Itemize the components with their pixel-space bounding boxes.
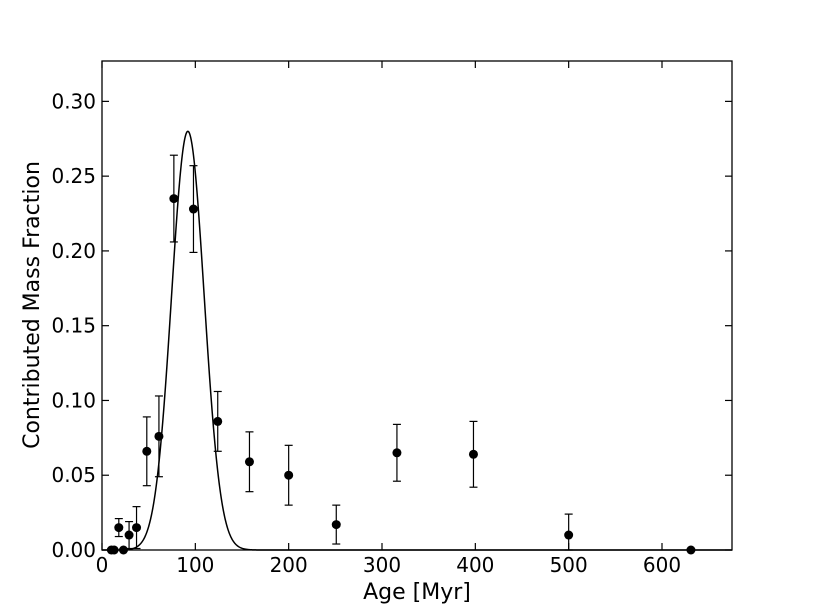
- data-point-16: [564, 530, 574, 540]
- data-point-14: [392, 448, 402, 458]
- data-point-2: [114, 523, 124, 533]
- y-tick-label-1: 0.05: [51, 463, 96, 487]
- y-tick-label-4: 0.20: [51, 239, 96, 263]
- y-tick-label-6: 0.30: [51, 89, 96, 113]
- data-point-13: [331, 520, 341, 530]
- x-tick-label-1: 100: [176, 553, 214, 577]
- y-tick-label-5: 0.25: [51, 164, 96, 188]
- x-tick-label-4: 400: [456, 553, 494, 577]
- y-tick-label-2: 0.10: [51, 388, 96, 412]
- x-tick-label-3: 300: [363, 553, 401, 577]
- data-point-7: [154, 431, 164, 441]
- y-tick-label-3: 0.15: [51, 314, 96, 338]
- data-point-15: [468, 449, 478, 459]
- x-tick-label-5: 500: [550, 553, 588, 577]
- data-point-9: [188, 204, 198, 214]
- data-point-6: [142, 446, 152, 456]
- y-tick-label-0: 0.00: [51, 538, 96, 562]
- plot-frame: [101, 60, 733, 551]
- x-axis-label: Age [Myr]: [363, 580, 471, 605]
- x-tick-label-2: 200: [270, 553, 308, 577]
- x-tick-label-0: 0: [96, 553, 109, 577]
- data-point-5: [132, 523, 142, 533]
- data-point-10: [213, 416, 223, 426]
- data-point-12: [284, 470, 294, 480]
- x-tick-label-6: 600: [643, 553, 681, 577]
- data-point-4: [124, 530, 134, 540]
- data-point-8: [169, 194, 179, 204]
- data-point-11: [244, 457, 254, 467]
- fit-curve: [102, 130, 732, 551]
- y-axis-label: Contributed Mass Fraction: [20, 161, 45, 449]
